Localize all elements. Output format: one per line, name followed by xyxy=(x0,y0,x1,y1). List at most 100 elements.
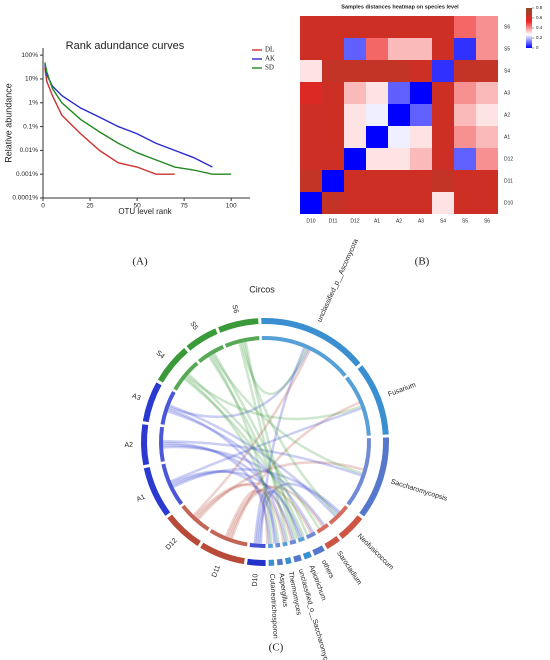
chord xyxy=(209,354,273,544)
heatmap-cell xyxy=(454,82,476,104)
heatmap-cell xyxy=(388,148,410,170)
chord xyxy=(185,376,280,544)
sector-inner xyxy=(160,390,176,425)
heatmap-cell xyxy=(344,148,366,170)
heatmap-cell xyxy=(476,104,498,126)
column-label: S5 xyxy=(462,218,468,224)
chord xyxy=(238,342,289,542)
chord xyxy=(167,408,287,543)
column-label: A2 xyxy=(396,218,402,224)
heatmap-cell xyxy=(432,170,454,192)
heatmap-cell xyxy=(366,60,388,82)
heatmap-cell xyxy=(454,126,476,148)
heatmap-cell xyxy=(366,126,388,148)
heatmap-cell xyxy=(366,170,388,192)
sector-label: A2 xyxy=(124,442,133,449)
heatmap-cell xyxy=(432,60,454,82)
heatmap-cell xyxy=(388,170,410,192)
y-tick-label: 10% xyxy=(25,76,38,83)
row-label: A2 xyxy=(504,112,510,118)
sector-label: S5 xyxy=(188,320,198,331)
heatmap-cell xyxy=(410,192,432,214)
heatmap-cell xyxy=(300,126,322,148)
heatmap-cell xyxy=(476,60,498,82)
series-line xyxy=(44,62,232,175)
chord xyxy=(183,378,305,537)
heatmap-cell xyxy=(366,104,388,126)
heatmap-cell xyxy=(344,192,366,214)
sector xyxy=(141,424,150,466)
heatmap-cell xyxy=(300,104,322,126)
sector-inner xyxy=(305,531,317,540)
heatmap-cell xyxy=(366,38,388,60)
column-label: D10 xyxy=(306,218,315,224)
sector-label: Fusarium xyxy=(387,382,417,399)
heatmap-cell xyxy=(344,16,366,38)
heatmap-cell xyxy=(322,104,344,126)
heatmap-cell xyxy=(476,148,498,170)
heatmap-cell xyxy=(366,16,388,38)
sector xyxy=(143,467,171,516)
chord xyxy=(240,342,308,396)
sector-inner xyxy=(159,426,165,462)
sector-inner xyxy=(268,543,273,548)
sector-inner xyxy=(181,504,210,531)
sector xyxy=(167,514,201,547)
chord xyxy=(225,489,269,545)
panel-b-title: Samples distances heatmap on species lev… xyxy=(341,4,459,10)
panel-c-title: Circos xyxy=(249,284,275,294)
heatmap-cell xyxy=(454,60,476,82)
chord xyxy=(171,470,278,544)
heatmap-cell xyxy=(300,170,322,192)
heatmap-cell xyxy=(300,82,322,104)
series-line xyxy=(44,67,175,175)
sector-inner xyxy=(345,376,371,436)
colorbar xyxy=(526,8,532,48)
row-label: S6 xyxy=(504,24,510,30)
column-label: D11 xyxy=(329,218,338,224)
colorbar-label: 0.6 xyxy=(536,15,543,20)
heatmap-cell xyxy=(454,104,476,126)
chord xyxy=(208,355,297,540)
heatmap-cell xyxy=(432,148,454,170)
column-label: S6 xyxy=(484,218,490,224)
heatmap-cell xyxy=(322,192,344,214)
colorbar-label: 0.4 xyxy=(536,25,543,30)
sector-inner xyxy=(197,344,225,364)
heatmap-cell xyxy=(476,170,498,192)
sector xyxy=(324,535,340,550)
chord xyxy=(213,352,309,536)
sector xyxy=(357,365,389,435)
chord xyxy=(186,375,362,421)
chord xyxy=(172,468,341,513)
heatmap-cell xyxy=(388,126,410,148)
heatmap-cell xyxy=(322,60,344,82)
row-label: A3 xyxy=(504,90,510,96)
colorbar-label: 0 xyxy=(536,45,539,50)
heatmap-cell xyxy=(322,38,344,60)
heatmap-cell xyxy=(410,148,432,170)
heatmap-cell xyxy=(366,148,388,170)
heatmap-cell xyxy=(410,170,432,192)
chord xyxy=(257,482,339,544)
chord xyxy=(163,445,326,526)
heatmap-cell xyxy=(388,16,410,38)
sector xyxy=(338,515,363,539)
heatmap-cell xyxy=(344,82,366,104)
chord xyxy=(172,470,303,538)
sector-label: S4 xyxy=(154,350,165,361)
sector-label: others xyxy=(320,559,335,580)
sector-inner xyxy=(173,361,199,391)
sector xyxy=(285,557,292,565)
heatmap-cell xyxy=(476,82,498,104)
sector-inner xyxy=(289,539,297,545)
chord xyxy=(228,485,324,539)
row-label: D10 xyxy=(504,200,513,206)
heatmap-cell xyxy=(366,82,388,104)
panel-label: (A) xyxy=(132,256,148,268)
sector xyxy=(186,328,218,351)
colorbar-label: 0.8 xyxy=(536,5,543,10)
row-label: A1 xyxy=(504,134,510,140)
heatmap-cell xyxy=(322,126,344,148)
